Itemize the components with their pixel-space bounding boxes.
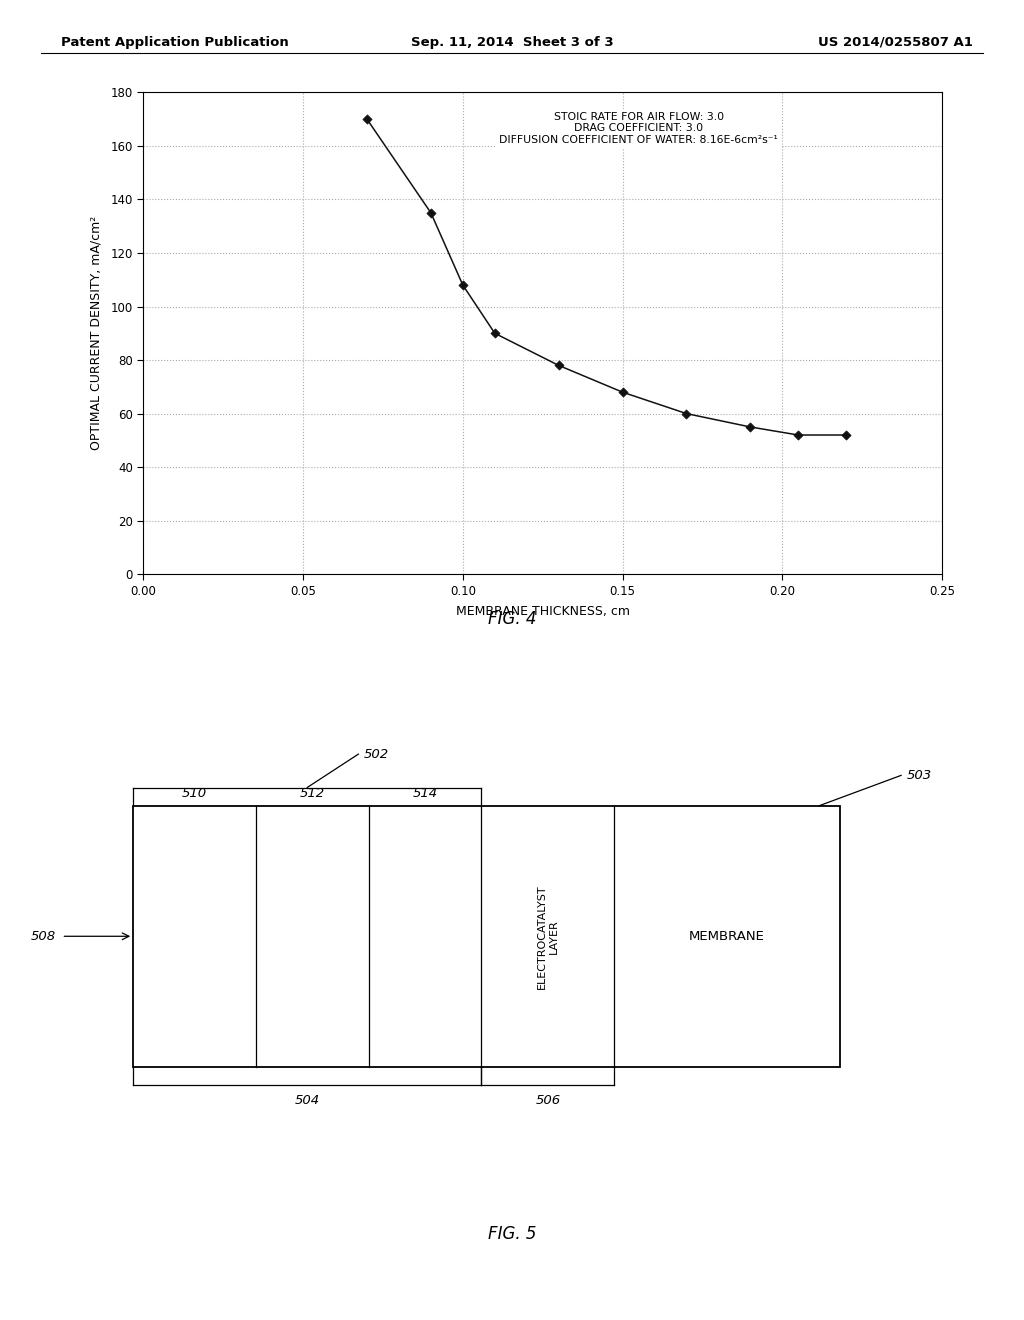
Point [358, 108, 375, 129]
Text: STOIC RATE FOR AIR FLOW: 3.0
DRAG COEFFICIENT: 3.0
DIFFUSION COEFFICIENT OF WATE: STOIC RATE FOR AIR FLOW: 3.0 DRAG COEFFI… [499, 112, 778, 145]
Text: 504: 504 [295, 1094, 319, 1107]
Text: Sep. 11, 2014  Sheet 3 of 3: Sep. 11, 2014 Sheet 3 of 3 [411, 36, 613, 49]
Text: 502: 502 [364, 747, 389, 760]
Text: US 2014/0255807 A1: US 2014/0255807 A1 [818, 36, 973, 49]
Text: ELECTROCATALYST
LAYER: ELECTROCATALYST LAYER [537, 884, 559, 989]
Point [678, 403, 694, 424]
Y-axis label: OPTIMAL CURRENT DENSITY, mA/cm²: OPTIMAL CURRENT DENSITY, mA/cm² [89, 216, 102, 450]
Text: 508: 508 [31, 929, 56, 942]
Bar [133, 805, 840, 1067]
Point [742, 416, 759, 437]
Text: FIG. 5: FIG. 5 [487, 1225, 537, 1243]
Text: 514: 514 [413, 787, 437, 800]
X-axis label: MEMBRANE THICKNESS, cm: MEMBRANE THICKNESS, cm [456, 605, 630, 618]
Point [455, 275, 471, 296]
Text: FIG. 4: FIG. 4 [487, 610, 537, 628]
Point [791, 425, 807, 446]
Point [614, 381, 631, 403]
Text: 503: 503 [906, 768, 932, 781]
Text: MEMBRANE: MEMBRANE [689, 929, 765, 942]
Point [486, 323, 503, 345]
Text: 512: 512 [300, 787, 325, 800]
Point [838, 425, 854, 446]
Text: 510: 510 [182, 787, 207, 800]
Text: Patent Application Publication: Patent Application Publication [61, 36, 289, 49]
Point [423, 202, 439, 223]
Point [551, 355, 567, 376]
Text: 506: 506 [536, 1094, 560, 1107]
